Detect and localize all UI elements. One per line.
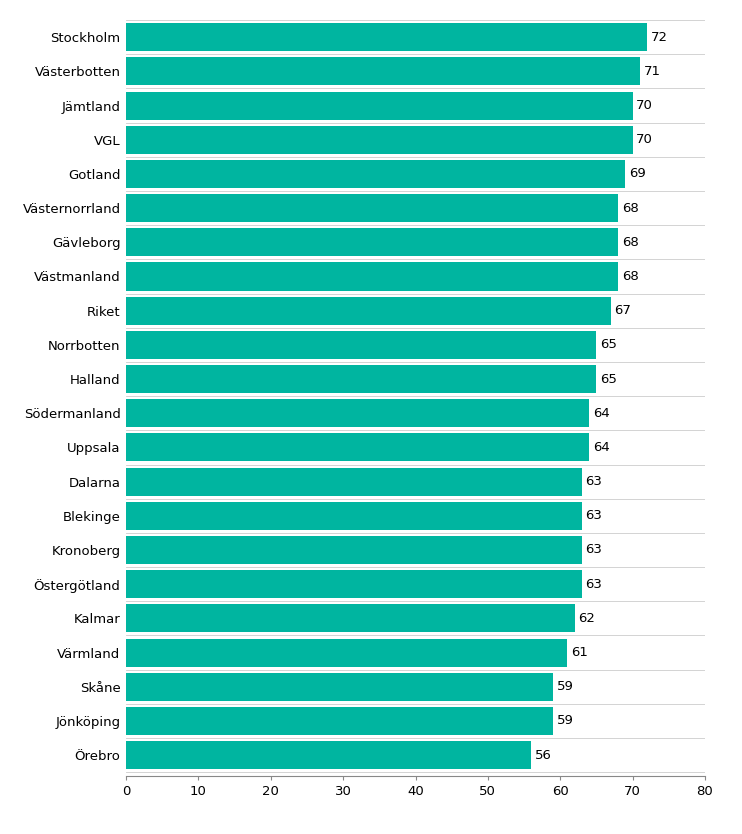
- Text: 68: 68: [622, 202, 638, 214]
- Bar: [126, 365, 597, 393]
- Text: 59: 59: [556, 681, 574, 693]
- Bar: [126, 605, 575, 632]
- Bar: [126, 673, 553, 701]
- Text: 72: 72: [651, 31, 668, 43]
- Text: 67: 67: [614, 304, 631, 317]
- Text: 64: 64: [593, 407, 609, 420]
- Bar: [126, 707, 553, 735]
- Text: 59: 59: [556, 715, 574, 727]
- Text: 64: 64: [593, 441, 609, 454]
- Text: 65: 65: [600, 339, 617, 351]
- Text: 62: 62: [578, 612, 595, 625]
- Bar: [126, 297, 611, 324]
- Text: 71: 71: [643, 65, 660, 78]
- Text: 65: 65: [600, 373, 617, 385]
- Bar: [126, 263, 618, 290]
- Bar: [126, 639, 568, 666]
- Bar: [126, 468, 582, 495]
- Text: 61: 61: [571, 646, 588, 659]
- Bar: [126, 570, 582, 598]
- Bar: [126, 502, 582, 530]
- Text: 70: 70: [636, 133, 653, 146]
- Bar: [126, 331, 597, 359]
- Bar: [126, 160, 626, 188]
- Bar: [126, 58, 640, 85]
- Bar: [126, 434, 589, 461]
- Bar: [126, 23, 647, 51]
- Bar: [126, 741, 531, 769]
- Bar: [126, 536, 582, 564]
- Bar: [126, 229, 618, 256]
- Bar: [126, 126, 633, 153]
- Bar: [126, 399, 589, 427]
- Text: 56: 56: [535, 749, 552, 761]
- Bar: [126, 92, 633, 119]
- Text: 69: 69: [629, 168, 646, 180]
- Text: 68: 68: [622, 236, 638, 249]
- Text: 63: 63: [585, 544, 603, 556]
- Text: 68: 68: [622, 270, 638, 283]
- Bar: [126, 194, 618, 222]
- Text: 63: 63: [585, 578, 603, 590]
- Text: 63: 63: [585, 475, 603, 488]
- Text: 70: 70: [636, 99, 653, 112]
- Text: 63: 63: [585, 510, 603, 522]
